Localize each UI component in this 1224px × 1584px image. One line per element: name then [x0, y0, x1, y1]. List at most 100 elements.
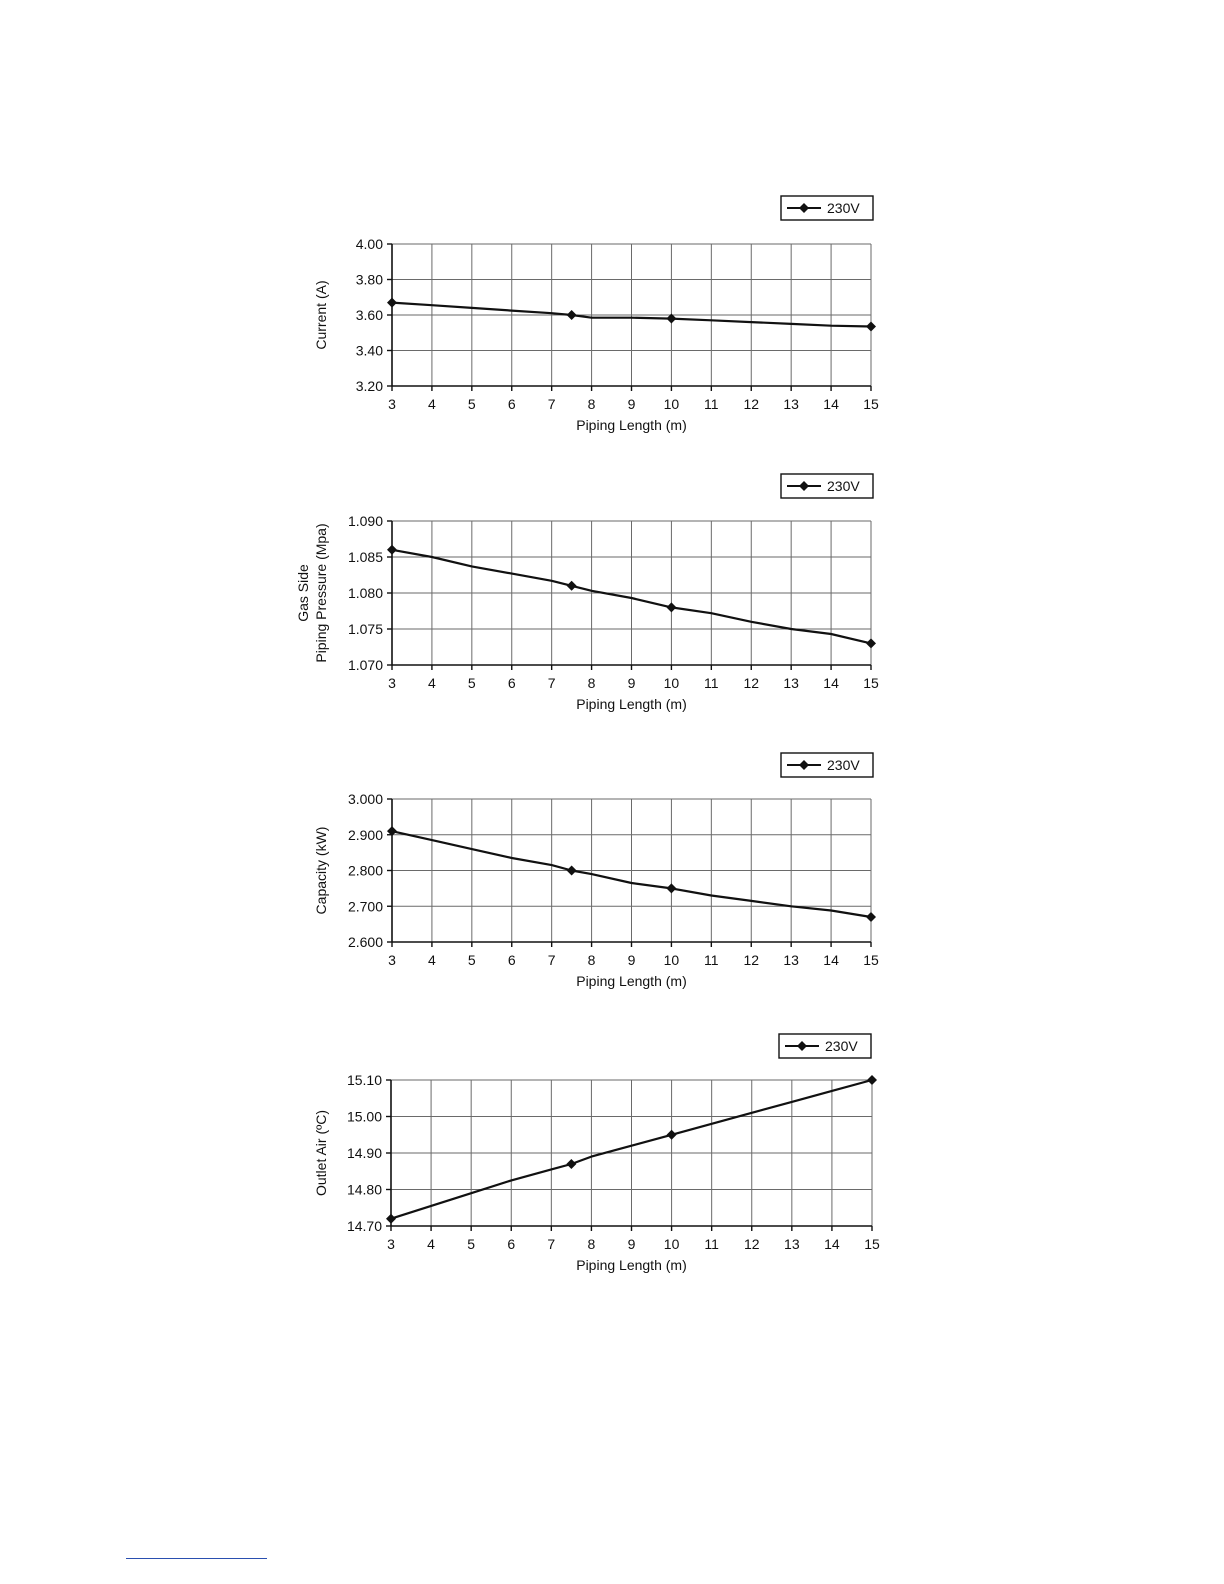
x-tick-label: 3	[387, 1236, 395, 1252]
x-tick-label: 4	[428, 675, 436, 691]
data-point-marker	[666, 1129, 677, 1140]
y-tick-label: 2.800	[348, 863, 383, 879]
x-tick-label: 10	[664, 675, 680, 691]
legend-marker-swatch	[799, 760, 809, 770]
legend-label: 230V	[827, 757, 860, 773]
y-tick-label: 1.080	[348, 585, 383, 601]
x-tick-label: 4	[427, 1236, 435, 1252]
x-tick-label: 6	[508, 396, 516, 412]
y-tick-label: 1.090	[348, 513, 383, 529]
legend-label: 230V	[825, 1038, 858, 1054]
x-tick-label: 14	[823, 952, 839, 968]
y-tick-label: 2.600	[348, 934, 383, 950]
x-tick-label: 3	[388, 396, 396, 412]
legend: 230V	[780, 752, 874, 778]
x-tick-label: 9	[628, 1236, 636, 1252]
y-tick-label: 14.90	[347, 1145, 382, 1161]
y-tick-label: 3.000	[348, 791, 383, 807]
y-axis-title: Current (A)	[313, 280, 329, 349]
x-axis-title: Piping Length (m)	[576, 417, 687, 433]
y-tick-label: 1.085	[348, 549, 383, 565]
chart-2: 3 4 5 6 7 8 9 10 11 12 13 14 15 1.070 1.075 1.080 1.085 1…	[295, 473, 879, 712]
x-tick-label: 6	[507, 1236, 515, 1252]
data-point-marker	[566, 865, 577, 876]
data-point-marker	[387, 544, 397, 555]
x-tick-label: 13	[784, 1236, 800, 1252]
x-tick-label: 14	[824, 1236, 840, 1252]
y-tick-label: 15.10	[347, 1072, 382, 1088]
x-tick-label: 6	[508, 952, 516, 968]
y-tick-label: 1.075	[348, 621, 383, 637]
x-tick-label: 5	[468, 396, 476, 412]
y-axis-title: Outlet Air (ºC)	[313, 1110, 329, 1196]
legend: 230V	[778, 1033, 872, 1059]
chart-3: 3 4 5 6 7 8 9 10 11 12 13 14 15 2.600 2.700 2.800 2.900 3…	[313, 752, 879, 989]
x-tick-label: 3	[388, 952, 396, 968]
x-tick-label: 3	[388, 675, 396, 691]
x-tick-label: 12	[743, 396, 759, 412]
x-axis-title: Piping Length (m)	[576, 973, 687, 989]
x-tick-label: 7	[547, 1236, 555, 1252]
x-tick-label: 13	[783, 675, 799, 691]
x-tick-label: 6	[508, 675, 516, 691]
x-tick-label: 11	[704, 396, 719, 412]
x-tick-label: 15	[863, 675, 879, 691]
data-point-marker	[566, 1158, 577, 1169]
x-tick-label: 4	[428, 952, 436, 968]
y-tick-label: 14.80	[347, 1182, 382, 1198]
y-axis-title-line-2: Piping Pressure (Mpa)	[313, 523, 329, 662]
x-tick-label: 13	[783, 396, 799, 412]
data-point-marker	[666, 883, 677, 894]
y-axis-title-line-1: Gas Side	[295, 564, 311, 622]
data-point-marker	[386, 1213, 396, 1224]
x-tick-label: 5	[468, 952, 476, 968]
x-tick-label: 12	[744, 1236, 760, 1252]
x-tick-label: 9	[628, 396, 636, 412]
data-point-marker	[387, 297, 397, 308]
y-tick-label: 2.700	[348, 898, 383, 914]
x-tick-label: 8	[588, 396, 596, 412]
x-tick-label: 8	[588, 675, 596, 691]
x-tick-label: 12	[743, 675, 759, 691]
legend-marker-swatch	[797, 1041, 807, 1051]
y-axis-title: Capacity (kW)	[313, 827, 329, 915]
series-line-1	[391, 301, 872, 328]
legend-box	[780, 752, 874, 778]
y-tick-label: 3.20	[356, 378, 383, 394]
series-line-1	[390, 1078, 873, 1220]
x-tick-label: 13	[783, 952, 799, 968]
x-tick-label: 15	[863, 396, 879, 412]
footnote-rule	[126, 1558, 267, 1559]
x-tick-label: 9	[628, 952, 636, 968]
x-tick-label: 8	[588, 1236, 596, 1252]
x-tick-label: 7	[548, 952, 556, 968]
data-point-marker	[666, 313, 677, 324]
x-tick-label: 10	[664, 396, 680, 412]
chart-1: 3 4 5 6 7 8 9 10 11 12 13 14 15 3.20 3.40 3.60 3.80 4.00 P…	[313, 195, 879, 433]
x-tick-label: 5	[467, 1236, 475, 1252]
x-tick-label: 8	[588, 952, 596, 968]
x-tick-label: 14	[823, 675, 839, 691]
x-tick-label: 14	[823, 396, 839, 412]
x-tick-label: 4	[428, 396, 436, 412]
legend-label: 230V	[827, 478, 860, 494]
x-tick-label: 5	[468, 675, 476, 691]
x-tick-label: 7	[548, 396, 556, 412]
x-tick-label: 11	[704, 1236, 719, 1252]
y-tick-label: 1.070	[348, 657, 383, 673]
x-axis-title: Piping Length (m)	[576, 696, 687, 712]
y-tick-label: 3.60	[356, 307, 383, 323]
x-tick-label: 11	[704, 952, 719, 968]
data-point-marker	[566, 310, 577, 320]
y-tick-label: 3.40	[356, 343, 383, 359]
legend-marker-swatch	[799, 481, 809, 491]
x-tick-label: 12	[743, 952, 759, 968]
x-tick-label: 11	[704, 675, 719, 691]
legend: 230V	[780, 195, 874, 221]
chart-4: 3 4 5 6 7 8 9 10 11 12 13 14 15 14.70 14.80 14.90 15.00 1…	[313, 1033, 880, 1273]
x-tick-label: 15	[863, 952, 879, 968]
x-tick-label: 9	[628, 675, 636, 691]
x-tick-label: 10	[664, 1236, 680, 1252]
data-point-marker	[866, 638, 876, 649]
